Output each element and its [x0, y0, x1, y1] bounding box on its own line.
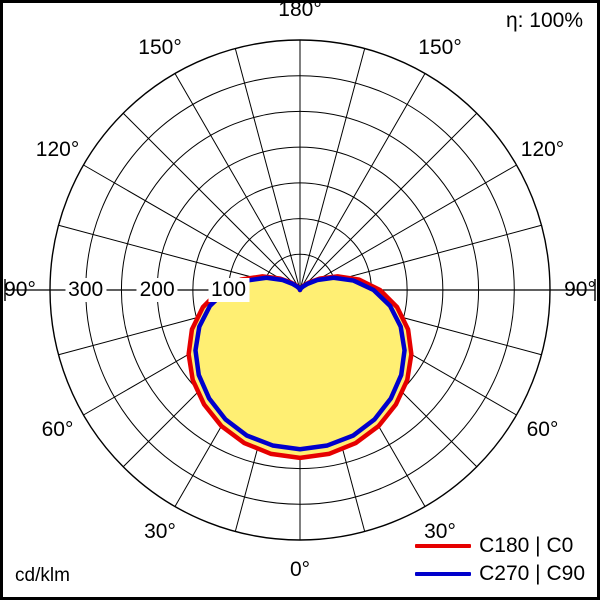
- angle-label-60deg: 60°: [41, 418, 74, 441]
- angle-label-30deg: 30°: [424, 520, 456, 544]
- angle-label-30deg: 30°: [144, 520, 176, 544]
- angle-label-120deg: 120°: [520, 138, 565, 161]
- unit-label: cd/klm: [15, 565, 70, 586]
- angle-label-60deg: 60°: [526, 418, 559, 441]
- radial-label-300: 300: [65, 278, 107, 302]
- angle-label-90deg: 90°: [564, 278, 596, 301]
- angle-label-180deg: 180°: [278, 0, 322, 21]
- legend-item: C270 | C90: [415, 561, 585, 587]
- angle-label-150deg: 150°: [418, 35, 462, 59]
- legend-label-c270-c90: C270 | C90: [479, 562, 585, 585]
- legend-swatch-c270-c90: [415, 572, 472, 576]
- legend-swatch-c180-c0: [415, 544, 472, 548]
- radial-label-100: 100: [208, 278, 250, 302]
- angle-label-0deg: 0°: [289, 558, 311, 581]
- legend-label-c180-c0: C180 | C0: [479, 534, 574, 557]
- radial-label-200: 200: [136, 278, 178, 302]
- angle-label-90deg: 90°: [4, 278, 36, 301]
- angle-label-120deg: 120°: [35, 138, 80, 161]
- efficiency-label: η: 100%: [505, 9, 583, 32]
- legend: C180 | C0 C270 | C90: [415, 533, 585, 587]
- angle-label-150deg: 150°: [138, 35, 182, 59]
- distribution-curves: [186, 274, 414, 461]
- legend-item: C180 | C0: [415, 533, 573, 559]
